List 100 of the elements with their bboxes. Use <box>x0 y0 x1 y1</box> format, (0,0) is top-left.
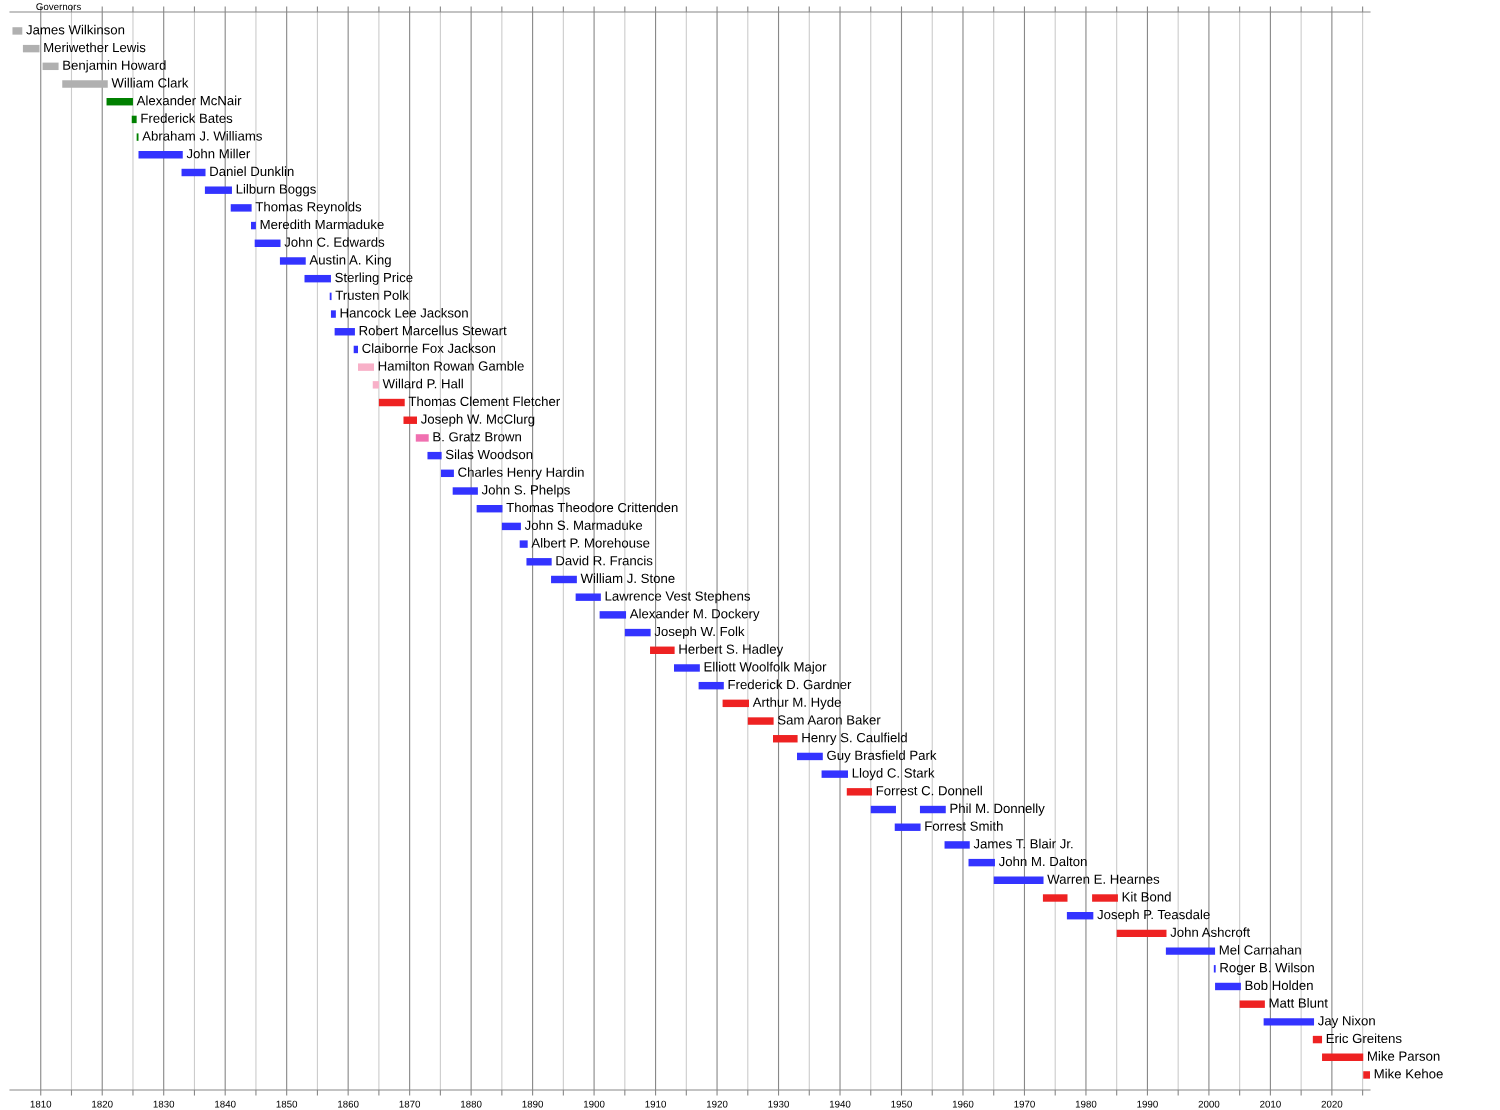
x-tick-label: 1810 <box>30 1100 52 1108</box>
bar <box>674 664 700 672</box>
bar <box>993 876 1044 885</box>
y-tick-label: Joseph W. McClurg <box>420 414 535 427</box>
bar <box>796 752 823 761</box>
y-tick-label: David R. Francis <box>556 555 653 566</box>
bar <box>254 239 281 247</box>
y-tick-label: John S. Phelps <box>481 484 570 498</box>
bar <box>427 451 442 460</box>
y-tick-label: John M. Dalton <box>998 856 1087 867</box>
y-tick-label: Mel Carnahan <box>1219 944 1301 955</box>
bar <box>1215 982 1241 991</box>
y-tick-label: Benjamin Howard <box>63 60 166 73</box>
x-tick-label: 1840 <box>215 1100 236 1108</box>
bar <box>372 381 379 389</box>
y-tick-label: Frederick Bates <box>141 113 233 123</box>
x-tick-label: 1990 <box>1137 1100 1158 1108</box>
y-tick-label: Jay Nixon <box>1317 1015 1375 1029</box>
y-tick-label: Hamilton Rowan Gamble <box>378 361 524 371</box>
bar <box>22 44 40 53</box>
bar <box>62 80 108 88</box>
bar <box>968 858 995 867</box>
y-tick-label: Sterling Price <box>335 272 413 285</box>
y-tick-label: William J. Stone <box>580 573 675 584</box>
y-tick-label: John Ashcroft <box>1170 927 1251 937</box>
y-tick-label: Robert Marcellus Stewart <box>359 325 507 336</box>
y-tick-label: James Wilkinson <box>26 24 125 35</box>
y-tick-label: Sam Aaron Baker <box>777 714 881 725</box>
bar <box>476 504 503 513</box>
y-tick-label: Warren E. Hearnes <box>1047 874 1160 884</box>
y-tick-label: Eric Greitens <box>1326 1033 1402 1044</box>
bar <box>251 221 256 230</box>
y-tick-label: John Miller <box>186 148 251 159</box>
bar <box>334 328 355 336</box>
y-tick-label: Silas Woodson <box>445 449 533 460</box>
y-tick-label: John C. Edwards <box>284 237 385 247</box>
y-tick-label: Herbert S. Hadley <box>679 644 784 657</box>
bar <box>106 98 133 106</box>
x-tick-label: 1820 <box>92 1100 113 1108</box>
x-tick-label: 2020 <box>1321 1100 1343 1108</box>
bar <box>501 522 521 531</box>
bar <box>357 363 374 371</box>
y-tick-label: Mike Kehoe <box>1374 1068 1443 1079</box>
bar <box>821 770 849 778</box>
bar <box>944 841 970 849</box>
y-tick-label: Elliott Woolfolk Major <box>704 661 827 675</box>
y-tick-label: Austin A. King <box>309 254 391 268</box>
bar <box>12 27 23 35</box>
y-tick-label: Alexander McNair <box>136 95 242 106</box>
bar <box>1066 911 1094 920</box>
y-tick-label: Bob Holden <box>1245 980 1313 991</box>
bar <box>1092 894 1118 902</box>
x-tick-label: 1950 <box>891 1100 912 1108</box>
y-tick-label: Guy Brasfield Park <box>827 750 937 763</box>
bar <box>181 168 206 177</box>
bar <box>599 611 627 619</box>
y-tick-label: Charles Henry Hardin <box>458 467 584 480</box>
x-tick-label: 1870 <box>399 1100 421 1108</box>
y-tick-label: Willard P. Hall <box>382 378 463 389</box>
chart-title: Governors <box>36 3 81 11</box>
y-tick-label: Kit Bond <box>1122 891 1171 902</box>
y-tick-label: Joseph P. Teasdale <box>1097 909 1210 922</box>
bar <box>870 805 896 814</box>
y-tick-label: William Clark <box>111 77 189 88</box>
y-tick-label: Forrest Smith <box>925 821 1003 831</box>
y-tick-label: Roger B. Wilson <box>1220 962 1314 975</box>
bar <box>440 469 454 478</box>
bar <box>415 434 429 442</box>
bar <box>698 681 724 690</box>
x-tick-label: 1980 <box>1075 1100 1097 1108</box>
y-tick-label: Hancock Lee Jackson <box>340 307 468 318</box>
y-tick-label: Lloyd C. Stark <box>852 767 935 781</box>
bar <box>204 186 232 194</box>
x-tick-label: 1860 <box>338 1100 359 1108</box>
bar <box>452 487 478 495</box>
y-tick-label: Daniel Dunklin <box>210 166 294 177</box>
y-tick-label: Meriwether Lewis <box>44 42 146 53</box>
bar <box>624 628 651 637</box>
y-tick-label: Abraham J. Williams <box>142 130 262 141</box>
bar <box>551 575 577 584</box>
y-tick-label: Arthur M. Hyde <box>752 697 841 710</box>
x-tick-label: 1960 <box>952 1100 974 1108</box>
x-tick-label: 1970 <box>1014 1100 1035 1108</box>
bar <box>230 204 252 212</box>
bar <box>131 115 137 124</box>
bar <box>894 823 921 831</box>
bar <box>304 274 331 283</box>
y-tick-label: Meredith Marmaduke <box>260 219 384 230</box>
y-tick-label: Lilburn Boggs <box>236 184 316 197</box>
x-tick-label: 2010 <box>1260 1100 1281 1108</box>
y-tick-label: Trusten Polk <box>335 290 409 300</box>
y-tick-label: Albert P. Morehouse <box>531 537 650 548</box>
bar <box>279 257 306 265</box>
y-tick-label: B. Gratz Brown <box>433 432 521 442</box>
y-tick-label: Thomas Clement Fletcher <box>408 396 560 407</box>
y-tick-label: Phil M. Donnelly <box>950 803 1045 816</box>
bar <box>1165 947 1216 955</box>
y-tick-label: Thomas Reynolds <box>255 201 362 215</box>
y-tick-label: Thomas Theodore Crittenden <box>506 502 678 513</box>
y-tick-label: John S. Marmaduke <box>524 520 643 530</box>
